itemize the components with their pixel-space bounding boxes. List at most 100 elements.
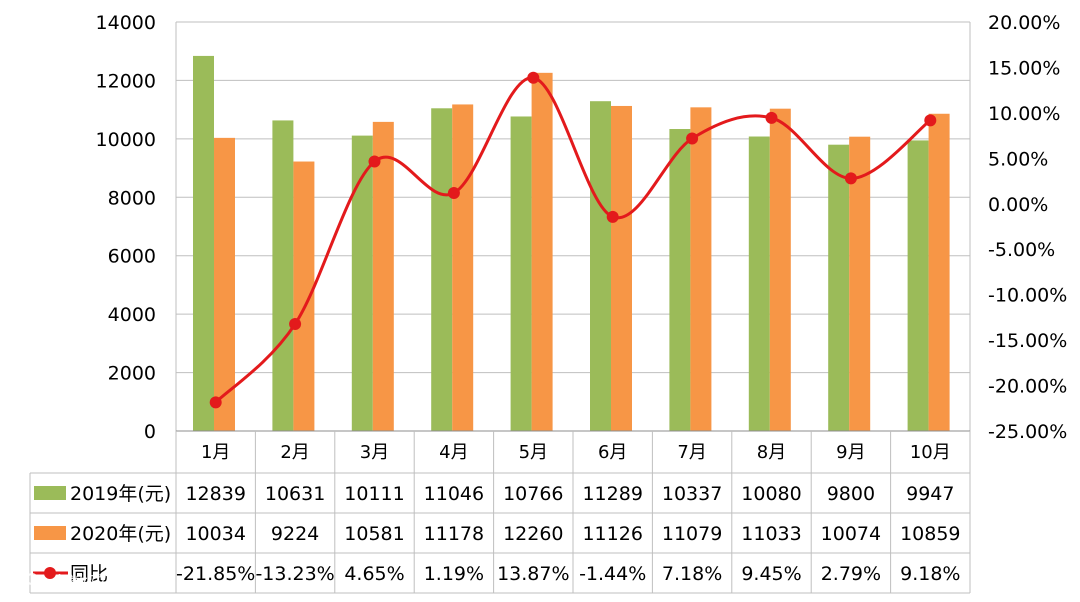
bar-2019-10 xyxy=(907,140,929,431)
bar-2020-5 xyxy=(531,72,553,431)
table-cell: 10080 xyxy=(741,483,801,505)
bar-2020-10 xyxy=(928,113,950,431)
right-axis-tick-label: 20.00% xyxy=(988,12,1060,34)
right-axis-tick-label: -20.00% xyxy=(988,376,1067,398)
table-cell: 1.19% xyxy=(424,563,484,585)
category-label: 6月 xyxy=(598,442,627,463)
right-axis-tick-label: 5.00% xyxy=(988,148,1048,170)
table-cell: 11289 xyxy=(582,483,642,505)
category-label: 1月 xyxy=(201,442,230,463)
left-axis-tick-label: 6000 xyxy=(108,246,156,268)
left-axis-tick-label: 2000 xyxy=(108,363,156,385)
yoy-point-2 xyxy=(289,318,302,331)
left-axis-tick-label: 10000 xyxy=(96,129,156,151)
table-cell: 12260 xyxy=(503,523,563,545)
bar-2020-4 xyxy=(452,104,474,431)
bar-2019-7 xyxy=(669,129,691,431)
category-label: 3月 xyxy=(360,442,389,463)
table-cell: 10766 xyxy=(503,483,563,505)
bar-2020-2 xyxy=(293,161,315,431)
watermark: 大数陪镜 xyxy=(12,573,126,595)
category-label: 7月 xyxy=(677,442,706,463)
table-cell: 10074 xyxy=(821,523,881,545)
category-label: 9月 xyxy=(836,442,865,463)
table-cell: 9800 xyxy=(827,483,875,505)
right-axis-tick-label: 0.00% xyxy=(988,194,1048,216)
table-cell: -13.23% xyxy=(255,563,334,585)
right-axis-tick-label: 15.00% xyxy=(988,57,1060,79)
watermark-text: 大数陪镜 xyxy=(50,573,126,595)
category-label: 8月 xyxy=(757,442,786,463)
category-label: 4月 xyxy=(439,442,468,463)
table-cell: 10859 xyxy=(900,523,960,545)
legend-key-yoy-marker xyxy=(44,567,56,579)
table-cell: 7.18% xyxy=(662,563,722,585)
bar-2019-9 xyxy=(828,144,850,431)
table-cell: -21.85% xyxy=(176,563,255,585)
yoy-point-6 xyxy=(606,210,619,223)
left-axis-tick-label: 0 xyxy=(144,421,156,443)
bar-2020-3 xyxy=(372,121,394,432)
right-axis-tick-label: -10.00% xyxy=(988,285,1067,307)
bar-2019-4 xyxy=(431,108,453,431)
bar-2019-8 xyxy=(748,136,770,431)
category-label: 5月 xyxy=(519,442,548,463)
right-axis-tick-label: 10.00% xyxy=(988,103,1060,125)
yoy-point-10 xyxy=(924,114,937,127)
bar-2020-8 xyxy=(769,108,791,432)
legend-key-2020 xyxy=(34,526,66,540)
yoy-point-9 xyxy=(844,172,857,185)
bar-2020-1 xyxy=(214,137,235,431)
table-cell: 9.45% xyxy=(741,563,801,585)
yoy-point-5 xyxy=(527,71,540,84)
yoy-point-3 xyxy=(368,155,381,168)
right-axis-tick-label: -25.00% xyxy=(988,421,1067,443)
bar-2019-5 xyxy=(510,116,532,431)
yoy-point-1 xyxy=(209,396,222,409)
legend-key-2019 xyxy=(34,486,66,500)
legend-label: 2019年(元) xyxy=(70,483,171,505)
table-cell: 11178 xyxy=(424,523,484,545)
legend-label: 同比 xyxy=(70,563,108,585)
bar-2020-9 xyxy=(849,136,871,431)
table-cell: 10337 xyxy=(662,483,722,505)
bar-series xyxy=(193,55,950,432)
legend-label: 2020年(元) xyxy=(70,523,171,545)
left-axis-tick-label: 14000 xyxy=(96,12,156,34)
category-label: 10月 xyxy=(910,442,951,463)
left-axis-ticks: 0 2000 4000 6000 8000 10000 12000 14000 xyxy=(96,12,156,443)
table-cell: 10111 xyxy=(344,483,404,505)
category-label: 2月 xyxy=(280,442,309,463)
table-cell: 11079 xyxy=(662,523,722,545)
table-cell: 12839 xyxy=(185,483,245,505)
yoy-point-7 xyxy=(686,132,699,145)
data-table: 1月 2月 3月 4月 5月 6月 7月 8月 9月 10月 2019年(元) 2020年(元) 同比 1… xyxy=(29,431,971,594)
right-axis-ticks: -25.00% -20.00% -15.00% -10.00% -5.00% 0.00% 5… xyxy=(988,12,1067,443)
table-cell: 9224 xyxy=(271,523,319,545)
bar-2020-7 xyxy=(690,107,712,431)
right-axis-tick-label: -15.00% xyxy=(988,330,1067,352)
left-axis-tick-label: 12000 xyxy=(96,70,156,92)
table-cell: -1.44% xyxy=(579,563,646,585)
bar-2019-6 xyxy=(590,101,611,432)
table-cell: 2.79% xyxy=(821,563,881,585)
table-cell: 9.18% xyxy=(900,563,960,585)
yoy-point-4 xyxy=(447,186,460,199)
table-cell: 10581 xyxy=(344,523,404,545)
table-cell: 11046 xyxy=(424,483,484,505)
left-axis-tick-label: 4000 xyxy=(108,304,156,326)
bar-2020-6 xyxy=(611,105,632,432)
bar-2019-1 xyxy=(193,55,214,431)
table-cell: 10034 xyxy=(185,523,245,545)
yoy-point-8 xyxy=(765,111,778,124)
table-cell: 4.65% xyxy=(344,563,404,585)
table-cell: 9947 xyxy=(906,483,954,505)
yoy-line-series xyxy=(209,71,937,409)
watermark-logo-icon xyxy=(12,573,38,585)
table-cell: 10631 xyxy=(265,483,325,505)
table-cell: 11033 xyxy=(741,523,801,545)
yoy-line xyxy=(214,76,932,404)
bar-2019-2 xyxy=(272,120,294,432)
bar-2019-3 xyxy=(351,135,373,431)
